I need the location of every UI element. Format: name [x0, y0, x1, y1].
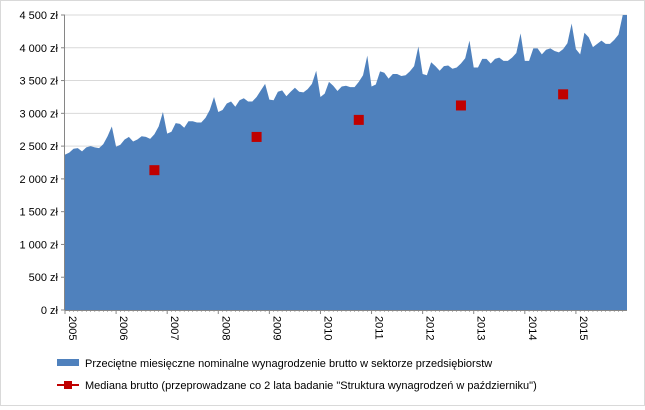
legend-area-label: Przeciętne miesięczne nominalne wynagrod…	[85, 358, 492, 370]
y-axis-ticks: 0 zł 500 zł 1 000 zł 1 500 zł 2 000 zł 2 500 …	[19, 10, 65, 317]
area-series-average-wage	[65, 15, 627, 310]
x-tick-label: 2015	[577, 316, 589, 340]
x-tick-label: 2009	[270, 316, 282, 340]
median-point	[149, 165, 160, 176]
median-point	[353, 114, 364, 125]
y-tick-label: 500 zł	[29, 272, 59, 284]
x-tick-label: 2014	[526, 316, 538, 340]
x-tick-label: 2011	[373, 316, 385, 340]
median-point	[455, 100, 466, 111]
x-axis-ticks: 2005 2006 2007 2008 2009 2010 2011 2012 2013 2014…	[64, 310, 624, 340]
y-tick-label: 0 zł	[41, 305, 59, 317]
x-tick-label: 2012	[424, 316, 436, 340]
median-point	[251, 131, 262, 142]
y-tick-label: 2 500 zł	[19, 141, 58, 153]
y-tick-label: 3 500 zł	[19, 76, 58, 88]
y-tick-label: 1 000 zł	[19, 239, 58, 251]
legend-median-marker	[64, 381, 72, 389]
x-tick-label: 2007	[168, 316, 180, 340]
legend-median-label: Mediana brutto (przeprowadzane co 2 lata…	[85, 380, 537, 392]
y-tick-label: 1 500 zł	[19, 207, 58, 219]
x-tick-label: 2010	[321, 316, 333, 340]
median-markers	[149, 89, 569, 176]
x-tick-label: 2006	[117, 316, 129, 340]
x-tick-label: 2013	[475, 316, 487, 340]
y-tick-label: 4 500 zł	[19, 10, 58, 22]
legend-area-swatch	[57, 359, 79, 366]
y-tick-label: 3 000 zł	[19, 108, 58, 120]
x-tick-label: 2008	[219, 316, 231, 340]
legend: Przeciętne miesięczne nominalne wynagrod…	[57, 358, 537, 392]
median-point	[558, 89, 569, 100]
y-tick-label: 4 000 zł	[19, 43, 58, 55]
y-tick-label: 2 000 zł	[19, 174, 58, 186]
x-tick-label: 2005	[66, 316, 78, 340]
